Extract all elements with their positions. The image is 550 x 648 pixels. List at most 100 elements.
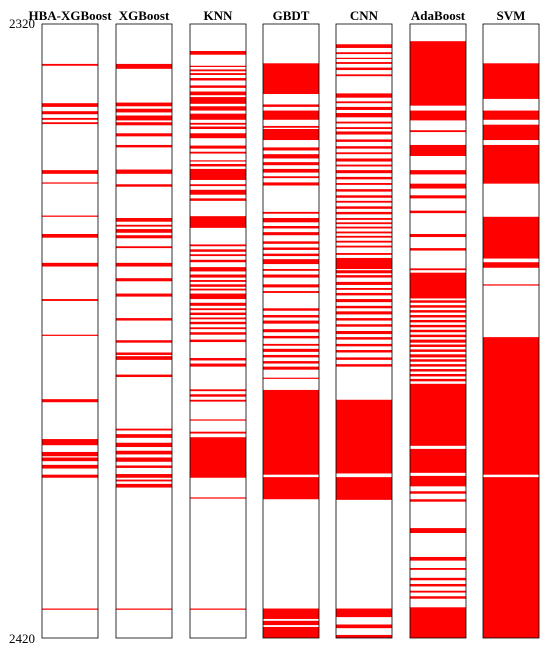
columns bbox=[41, 23, 540, 639]
interval-knn-26 bbox=[190, 267, 246, 272]
interval-cnn-42 bbox=[336, 311, 392, 315]
interval-cnn-7 bbox=[336, 101, 392, 104]
interval-gbdt-12 bbox=[263, 218, 319, 223]
interval-cnn-53 bbox=[336, 608, 392, 618]
interval-adaboost-26 bbox=[410, 369, 466, 372]
interval-hba-xgboost-10 bbox=[42, 299, 98, 301]
interval-knn-2 bbox=[190, 69, 246, 72]
interval-xgboost-15 bbox=[116, 278, 172, 282]
interval-adaboost-20 bbox=[410, 339, 466, 343]
interval-xgboost-8 bbox=[116, 184, 172, 187]
interval-knn-12 bbox=[190, 133, 246, 139]
interval-xgboost-2 bbox=[116, 108, 172, 113]
interval-knn-35 bbox=[190, 317, 246, 320]
interval-knn-43 bbox=[190, 394, 246, 397]
interval-adaboost-2 bbox=[410, 130, 466, 133]
interval-adaboost-8 bbox=[410, 233, 466, 238]
interval-adaboost-31 bbox=[410, 475, 466, 487]
interval-gbdt-19 bbox=[263, 268, 319, 271]
interval-knn-23 bbox=[190, 249, 246, 252]
interval-gbdt-24 bbox=[263, 315, 319, 318]
interval-hba-xgboost-17 bbox=[42, 474, 98, 478]
interval-xgboost-31 bbox=[116, 608, 172, 610]
column-frame-gbdt bbox=[262, 23, 320, 639]
interval-cnn-2 bbox=[336, 57, 392, 59]
interval-adaboost-39 bbox=[410, 590, 466, 593]
interval-gbdt-29 bbox=[263, 348, 319, 352]
interval-xgboost-12 bbox=[116, 235, 172, 239]
interval-knn-1 bbox=[190, 65, 246, 67]
interval-adaboost-7 bbox=[410, 210, 466, 214]
interval-xgboost-16 bbox=[116, 293, 172, 297]
interval-cnn-33 bbox=[336, 253, 392, 255]
interval-hba-xgboost-7 bbox=[42, 215, 98, 217]
interval-xgboost-18 bbox=[116, 340, 172, 343]
interval-xgboost-20 bbox=[116, 356, 172, 360]
interval-cnn-11 bbox=[336, 127, 392, 129]
interval-xgboost-29 bbox=[116, 479, 172, 482]
interval-cnn-20 bbox=[336, 183, 392, 185]
interval-cnn-13 bbox=[336, 139, 392, 142]
column-gbdt bbox=[262, 23, 320, 639]
interval-knn-24 bbox=[190, 254, 246, 257]
interval-gbdt-32 bbox=[263, 366, 319, 370]
interval-hba-xgboost-5 bbox=[42, 170, 98, 174]
interval-gbdt-33 bbox=[263, 377, 319, 379]
interval-cnn-39 bbox=[336, 292, 392, 296]
interval-adaboost-27 bbox=[410, 373, 466, 377]
interval-adaboost-13 bbox=[410, 305, 466, 308]
interval-gbdt-26 bbox=[263, 329, 319, 333]
interval-knn-4 bbox=[190, 78, 246, 81]
interval-cnn-8 bbox=[336, 106, 392, 110]
interval-gbdt-1 bbox=[263, 104, 319, 107]
column-title-svm: SVM bbox=[497, 8, 526, 23]
interval-adaboost-22 bbox=[410, 349, 466, 352]
interval-adaboost-33 bbox=[410, 499, 466, 502]
interval-adaboost-38 bbox=[410, 583, 466, 587]
interval-cnn-47 bbox=[336, 343, 392, 347]
interval-xgboost-24 bbox=[116, 442, 172, 448]
interval-gbdt-36 bbox=[263, 608, 319, 619]
column-xgboost bbox=[115, 23, 173, 639]
interval-adaboost-12 bbox=[410, 300, 466, 303]
interval-xgboost-7 bbox=[116, 169, 172, 174]
interval-knn-14 bbox=[190, 151, 246, 154]
interval-cnn-12 bbox=[336, 131, 392, 135]
interval-hba-xgboost-15 bbox=[42, 457, 98, 462]
interval-gbdt-34 bbox=[263, 389, 319, 475]
interval-knn-45 bbox=[190, 419, 246, 421]
interval-knn-7 bbox=[190, 97, 246, 104]
column-frame-xgboost bbox=[115, 23, 173, 639]
interval-cnn-28 bbox=[336, 226, 392, 229]
interval-cnn-50 bbox=[336, 364, 392, 367]
interval-xgboost-5 bbox=[116, 133, 172, 137]
interval-xgboost-28 bbox=[116, 474, 172, 478]
interval-gbdt-8 bbox=[263, 168, 319, 173]
interval-hba-xgboost-3 bbox=[42, 117, 98, 120]
interval-adaboost-6 bbox=[410, 195, 466, 199]
column-title-hba-xgboost: HBA-XGBoost bbox=[28, 8, 112, 23]
interval-knn-48 bbox=[190, 497, 246, 499]
interval-adaboost-11 bbox=[410, 272, 466, 299]
column-title-xgboost: XGBoost bbox=[119, 8, 170, 23]
interval-cnn-25 bbox=[336, 211, 392, 215]
interval-gbdt-7 bbox=[263, 162, 319, 166]
interval-xgboost-25 bbox=[116, 450, 172, 455]
interval-knn-25 bbox=[190, 259, 246, 263]
interval-xgboost-1 bbox=[116, 102, 172, 107]
interval-gbdt-37 bbox=[263, 620, 319, 626]
interval-knn-38 bbox=[190, 332, 246, 335]
interval-adaboost-24 bbox=[410, 359, 466, 362]
interval-knn-19 bbox=[190, 189, 246, 195]
interval-knn-31 bbox=[190, 293, 246, 300]
column-title-gbdt: GBDT bbox=[273, 8, 310, 23]
interval-cnn-46 bbox=[336, 337, 392, 340]
interval-gbdt-25 bbox=[263, 320, 319, 324]
interval-cnn-43 bbox=[336, 318, 392, 321]
interval-gbdt-35 bbox=[263, 477, 319, 500]
interval-adaboost-30 bbox=[410, 448, 466, 473]
interval-xgboost-6 bbox=[116, 144, 172, 148]
interval-gbdt-6 bbox=[263, 154, 319, 159]
interval-cnn-24 bbox=[336, 206, 392, 209]
